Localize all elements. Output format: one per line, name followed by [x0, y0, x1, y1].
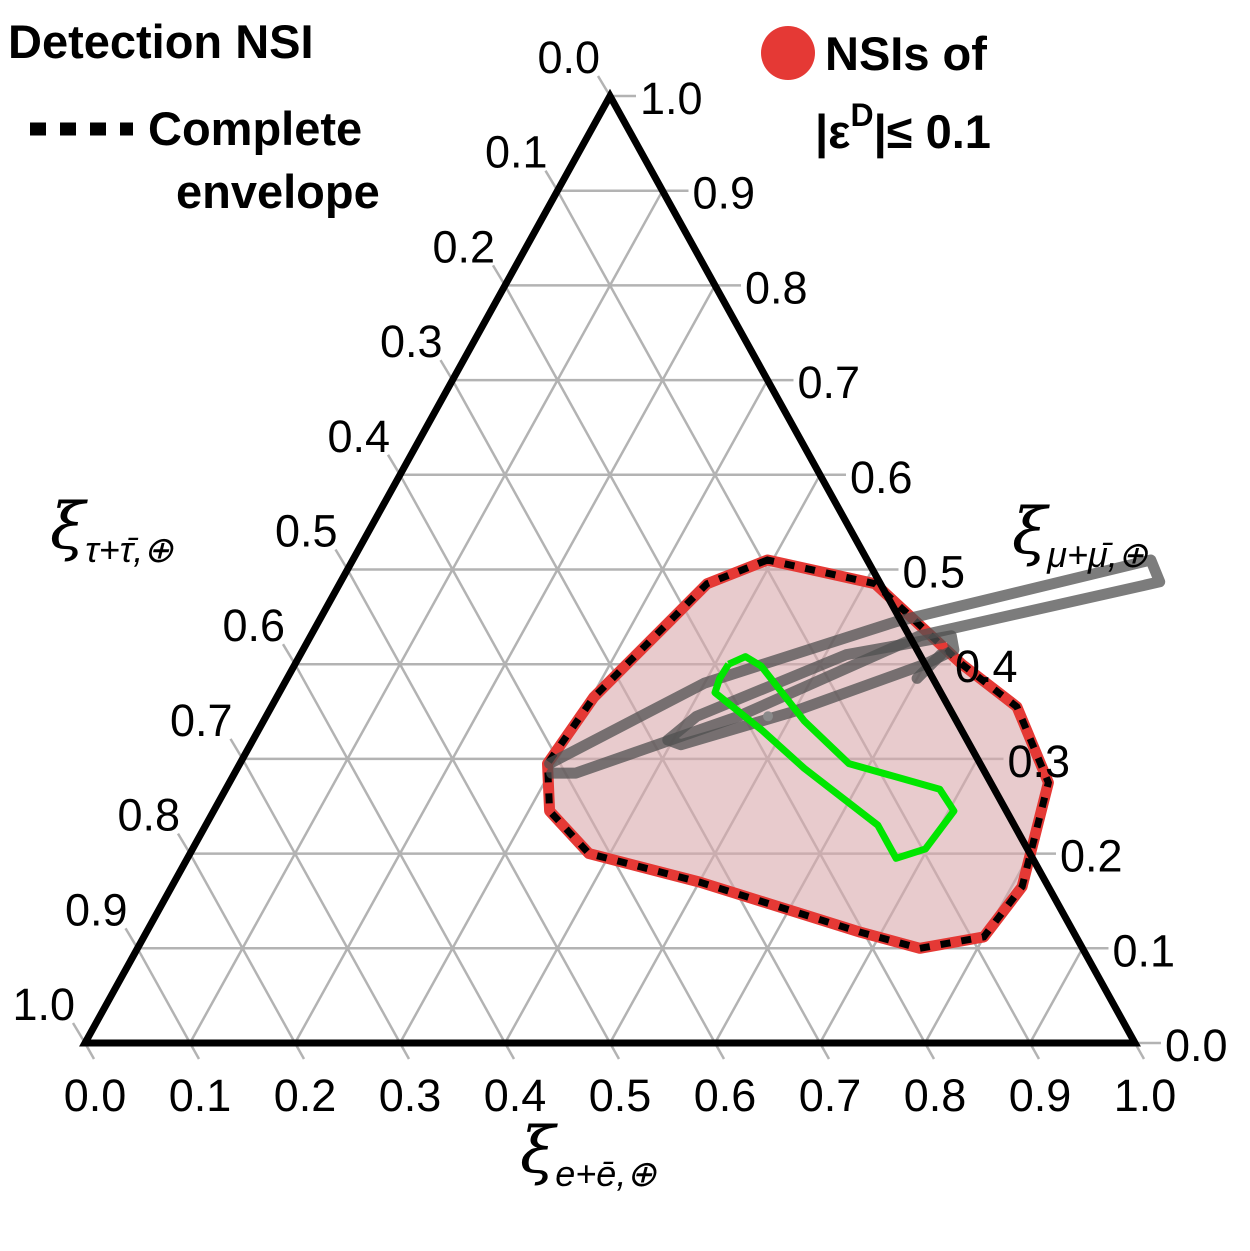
contour-gray — [662, 630, 960, 751]
tick-label-right: 0.8 — [745, 262, 808, 313]
tick-label-left: 0.2 — [432, 221, 495, 272]
tick-label-left: 0.1 — [485, 127, 548, 178]
tick-label-bottom: 1.0 — [1114, 1070, 1177, 1121]
tick-label-left: 0.3 — [380, 316, 443, 367]
tick-label-left: 1.0 — [12, 979, 75, 1030]
tick-label-bottom: 0.2 — [274, 1070, 337, 1121]
tick-label-bottom: 0.0 — [64, 1070, 127, 1121]
tick-label-right: 0.5 — [903, 547, 966, 598]
legend-nsi-label-2: |εD|≤ 0.1 — [815, 97, 991, 158]
tick-label-right: 0.9 — [693, 168, 756, 219]
legend-nsi-label: NSIs of — [825, 27, 987, 80]
tick-label-bottom: 0.9 — [1009, 1070, 1072, 1121]
tick-label-right: 0.0 — [1165, 1020, 1228, 1071]
grid-line-e — [1028, 947, 1084, 1044]
axis-title-e: ξe+ē,⊕ — [520, 1114, 657, 1194]
tick-label-bottom: 0.3 — [379, 1070, 442, 1121]
tick-label-right: 0.3 — [1008, 736, 1071, 787]
tick-label-right: 0.1 — [1113, 925, 1176, 976]
tick-label-right: 1.0 — [640, 73, 703, 124]
tick-label-right: 0.6 — [850, 452, 913, 503]
complete-envelope-line — [543, 556, 1053, 952]
tick-label-left: 0.9 — [65, 884, 128, 935]
tick-label-bottom: 0.4 — [484, 1070, 547, 1121]
axis-title-tau: ξτ+τ̄,⊕ — [50, 490, 174, 570]
chart-title: Detection NSI — [8, 15, 314, 68]
legend-envelope-label-2: envelope — [176, 165, 380, 218]
legend-envelope-label: Complete — [148, 102, 362, 155]
tick-labels: 0.0 0.0 0.0 0.1 0.1 0.1 0.2 0.2 0.2 0.3 0.3 0.3 0.4 0… — [12, 32, 1227, 1121]
tick-label-left: 0.6 — [222, 600, 285, 651]
grid-line-tau — [136, 947, 192, 1044]
grid-line-e — [188, 190, 664, 1044]
grid-line-tau — [293, 663, 507, 1044]
tick-label-bottom: 0.5 — [589, 1070, 652, 1121]
tick-label-left: 0.5 — [275, 506, 338, 557]
tick-label-right: 0.4 — [955, 641, 1018, 692]
tick-label-left: 0.7 — [170, 695, 233, 746]
grid-line-tau — [241, 758, 402, 1044]
grid-line-tau — [188, 852, 297, 1044]
grid-line-tau — [346, 568, 612, 1044]
tick-label-right: 0.2 — [1060, 831, 1123, 882]
tick-label-bottom: 0.8 — [904, 1070, 967, 1121]
contour-gray — [544, 554, 1166, 779]
axis-title-mu: ξμ+μ̄,⊕ — [1012, 495, 1149, 575]
tick-label-right: 0.7 — [798, 357, 861, 408]
tick-label-left: 0.4 — [327, 411, 390, 462]
tick-label-bottom: 0.7 — [799, 1070, 862, 1121]
best-fit-point — [763, 711, 774, 722]
triangle-frame — [79, 88, 1141, 1047]
tick-label-bottom: 0.6 — [694, 1070, 757, 1121]
tick-label-bottom: 0.1 — [169, 1070, 232, 1121]
contour-green — [711, 653, 958, 862]
tick-label-left: 0.0 — [537, 32, 600, 83]
tick-label-left: 0.8 — [117, 790, 180, 841]
legend-red-circle — [761, 26, 815, 80]
